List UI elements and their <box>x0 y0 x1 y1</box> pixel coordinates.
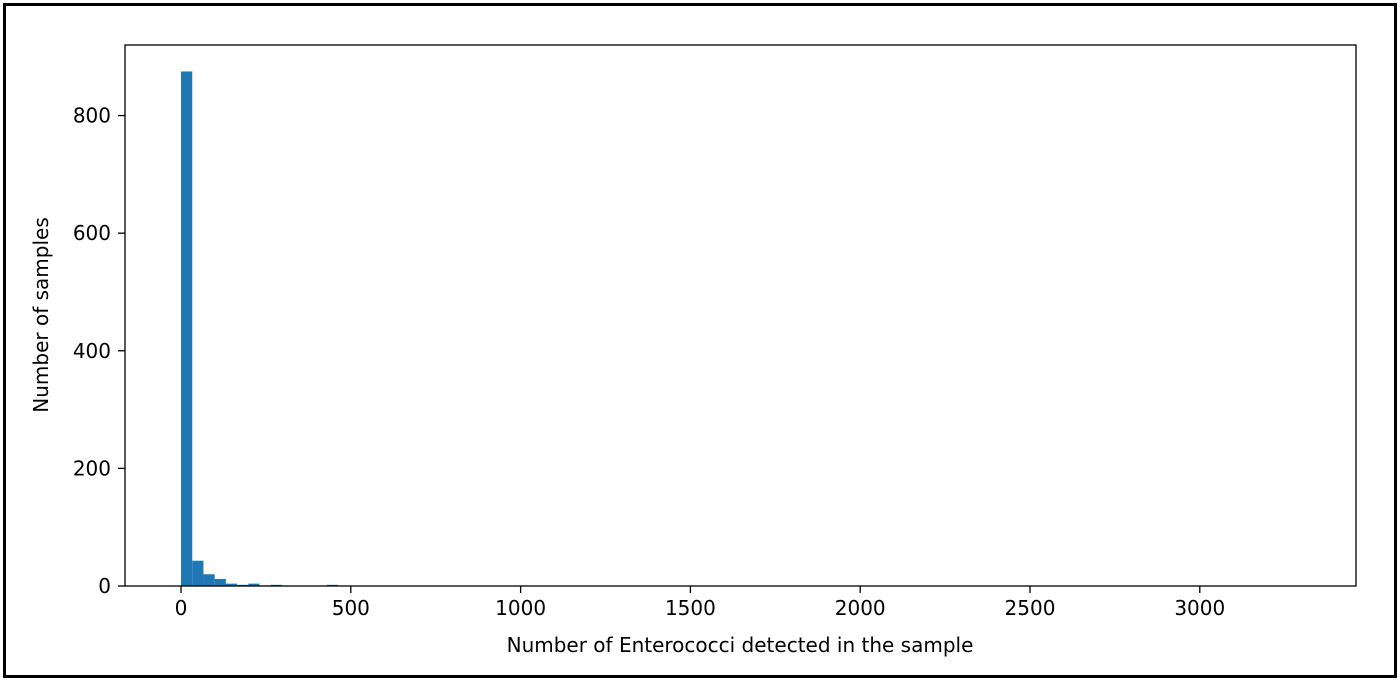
x-tick-label-0: 0 <box>175 596 188 620</box>
y-tick-label-2: 400 <box>73 339 111 363</box>
histogram-bar-0 <box>181 71 193 586</box>
x-tick-label-3: 1500 <box>665 596 716 620</box>
figure-frame <box>3 3 1397 678</box>
x-tick-label-2: 1000 <box>495 596 546 620</box>
histogram-bar-6 <box>248 583 260 586</box>
x-tick-label-1: 500 <box>332 596 370 620</box>
y-tick-label-4: 800 <box>73 104 111 128</box>
histogram-bar-4 <box>225 583 238 586</box>
x-tick-label-5: 2500 <box>1005 596 1056 620</box>
x-axis-ticks: 0 500 1000 1500 2000 2500 3000 <box>175 586 1225 620</box>
y-axis-ticks: 0 200 400 600 800 <box>73 104 125 598</box>
y-tick-label-0: 0 <box>98 574 111 598</box>
x-axis-label: Number of Enterococci detected in the sa… <box>507 633 974 657</box>
x-tick-label-6: 3000 <box>1174 596 1225 620</box>
y-tick-label-1: 200 <box>73 456 111 480</box>
x-tick-label-4: 2000 <box>835 596 886 620</box>
histogram-bar-1 <box>192 560 204 586</box>
y-tick-label-3: 600 <box>73 221 111 245</box>
y-axis-label: Number of samples <box>29 217 53 412</box>
histogram-bars <box>181 71 338 586</box>
histogram-bar-2 <box>203 574 215 586</box>
histogram-bar-3 <box>214 578 226 586</box>
plot-area-border <box>124 44 1357 587</box>
